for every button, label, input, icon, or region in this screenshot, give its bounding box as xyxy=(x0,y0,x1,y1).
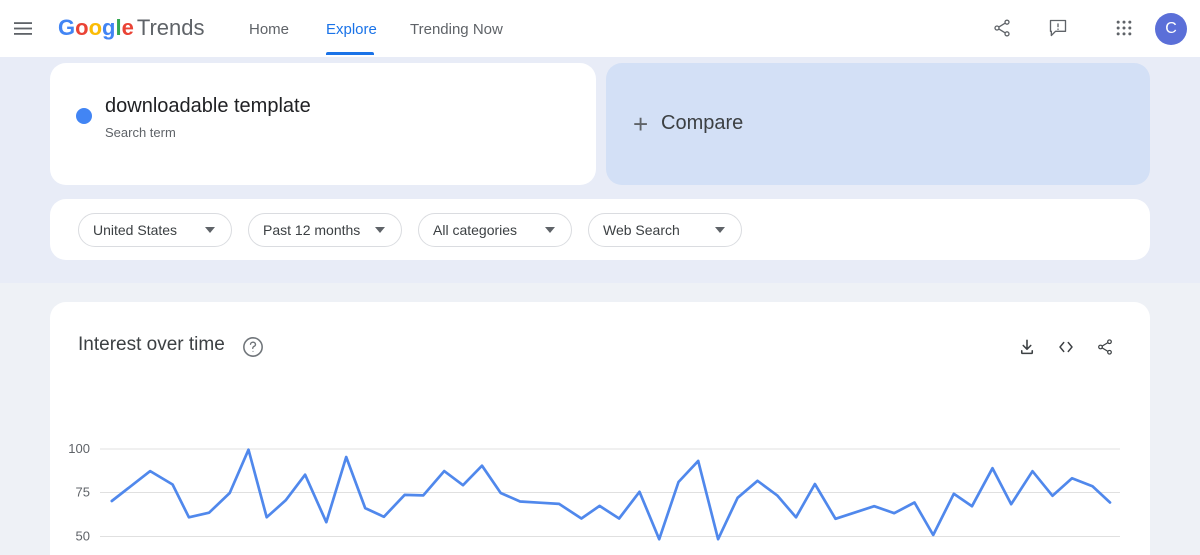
svg-text:50: 50 xyxy=(76,529,90,544)
svg-text:75: 75 xyxy=(76,485,90,500)
svg-text:100: 100 xyxy=(68,441,90,456)
